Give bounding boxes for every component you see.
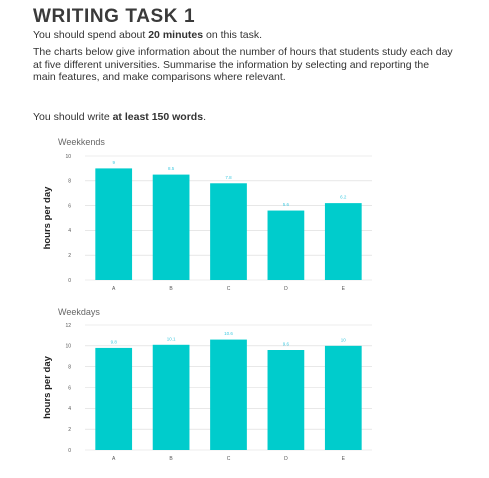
weekends-y-tick-label: 10	[65, 154, 71, 160]
weekends-data-label-e: 6.2	[340, 195, 347, 200]
weekends-bar-b	[152, 174, 190, 280]
weekdays-y-tick-label: 6	[68, 385, 71, 391]
weekdays-data-label-b: 10.1	[167, 336, 176, 341]
weekdays-y-tick-label: 12	[65, 323, 71, 329]
weekdays-bar-e	[324, 345, 362, 450]
weekdays-bar-a	[95, 347, 133, 450]
word-instruction-bold: at least 150 words	[112, 111, 204, 123]
weekdays-y-axis-label: hours per day	[42, 355, 53, 419]
time-instruction-bold: 20 minutes	[148, 29, 204, 41]
weekends-y-tick-label: 4	[68, 228, 71, 234]
word-instruction: You should write at least 150 words.	[33, 111, 453, 124]
time-instruction-pre: You should spend about	[33, 29, 149, 41]
weekends-data-label-b: 8.5	[168, 166, 175, 171]
weekdays-data-label-c: 10.6	[224, 331, 233, 336]
weekends-y-tick-label: 2	[68, 253, 71, 259]
weekends-y-tick-label: 0	[68, 278, 71, 284]
weekends-bar-d	[267, 210, 305, 280]
weekends-data-label-a: 9	[112, 160, 115, 165]
weekends-bar-chart: Weekkends hours per day 0 2 4 6 8 10 9 A 8.5 B 7.8 C 5…	[42, 137, 372, 292]
weekends-y-tick-label: 8	[68, 179, 71, 185]
weekends-x-tick-label: C	[227, 286, 231, 292]
weekends-bar-e	[324, 203, 362, 280]
weekdays-x-tick-label: A	[112, 456, 116, 462]
weekdays-y-tick-label: 2	[68, 427, 71, 433]
weekdays-data-label-a: 9.8	[111, 339, 118, 344]
word-instruction-pre: You should write	[33, 111, 113, 123]
weekends-y-tick-label: 6	[68, 203, 71, 209]
word-instruction-post: .	[203, 111, 206, 123]
weekends-bar-c	[210, 183, 247, 280]
weekdays-x-tick-label: B	[169, 456, 173, 462]
time-instruction-post: on this task.	[203, 29, 263, 41]
weekdays-bar-chart: Weekdays hours per day 0 2 4 6 8 10 12 9.8 A 10.1 B 1…	[42, 307, 372, 462]
weekends-x-tick-label: E	[342, 286, 346, 292]
weekends-bar-a	[95, 168, 133, 280]
weekends-x-tick-label: A	[112, 286, 116, 292]
weekdays-data-label-d: 9.6	[283, 342, 290, 347]
task-title: WRITING TASK 1	[33, 6, 196, 27]
weekdays-bar-c	[210, 339, 247, 450]
time-instruction: You should spend about 20 minutes on thi…	[33, 29, 453, 42]
task-prompt: The charts below give information about …	[33, 46, 453, 83]
weekdays-data-label-e: 10	[341, 337, 347, 342]
weekends-y-axis-label: hours per day	[42, 186, 53, 250]
weekends-x-tick-label: B	[169, 286, 173, 292]
weekdays-y-tick-label: 10	[65, 344, 71, 350]
weekends-x-tick-label: D	[284, 286, 288, 292]
weekdays-x-tick-label: E	[342, 456, 346, 462]
weekdays-y-tick-label: 8	[68, 364, 71, 370]
weekends-data-label-d: 5.6	[283, 202, 290, 207]
weekends-chart-title: Weekkends	[58, 137, 105, 147]
weekdays-x-tick-label: D	[284, 456, 288, 462]
weekdays-bar-d	[267, 350, 305, 450]
weekdays-chart-title: Weekdays	[58, 307, 100, 317]
weekdays-y-tick-label: 4	[68, 406, 71, 412]
weekdays-x-tick-label: C	[227, 456, 231, 462]
weekends-data-label-c: 7.8	[225, 175, 232, 180]
weekdays-bar-b	[152, 344, 190, 450]
weekdays-y-tick-label: 0	[68, 448, 71, 454]
